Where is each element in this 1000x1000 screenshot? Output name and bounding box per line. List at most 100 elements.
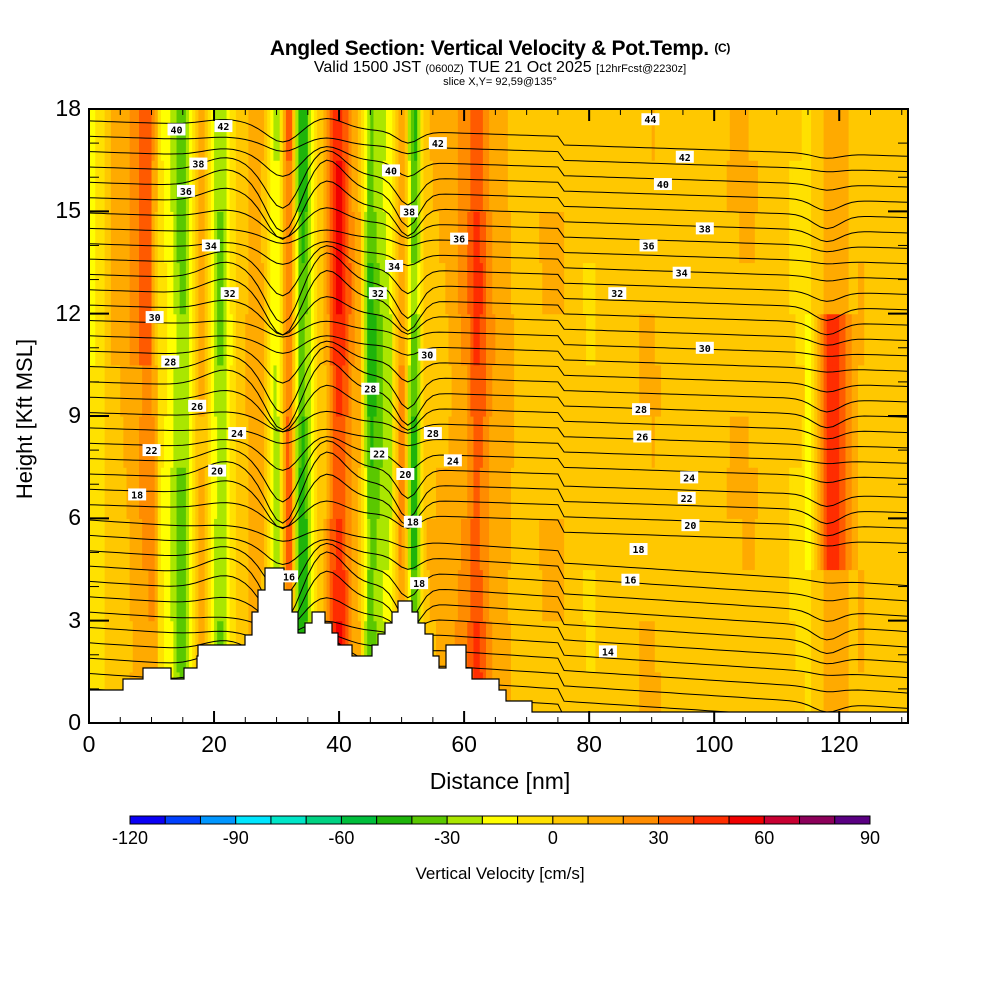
field-cell [514, 160, 518, 212]
field-cell [567, 569, 571, 622]
field-cell [282, 262, 287, 315]
field-cell [901, 313, 906, 366]
field-cell [661, 518, 665, 571]
field-cell [686, 518, 690, 571]
field-cell [370, 569, 375, 622]
field-cell [292, 518, 296, 571]
field-cell [776, 262, 781, 315]
field-cell [282, 467, 287, 519]
contour-label-text: 24 [683, 473, 695, 484]
field-cell [314, 109, 318, 161]
field-cell [367, 518, 371, 571]
field-cell [751, 518, 756, 571]
field-cell [823, 569, 828, 622]
field-cell [773, 364, 778, 417]
field-cell [335, 518, 340, 571]
field-cell [323, 262, 328, 315]
field-cell [389, 518, 393, 571]
field-cell [701, 262, 706, 315]
field-cell [345, 313, 350, 366]
field-cell [101, 569, 106, 622]
field-cell [539, 313, 543, 366]
field-cell [329, 109, 334, 161]
field-cell [395, 364, 400, 417]
field-cell [235, 569, 240, 622]
field-cell [467, 569, 471, 622]
field-cell [839, 313, 843, 366]
field-cell [520, 211, 525, 264]
field-cell [142, 569, 146, 622]
contour-line [89, 146, 908, 191]
field-cell [792, 160, 797, 212]
field-cell [301, 160, 306, 212]
field-cell [479, 416, 484, 468]
field-cell [448, 160, 453, 212]
field-cell [773, 671, 778, 723]
field-cell [373, 109, 378, 161]
field-cell [442, 416, 446, 468]
field-cell [854, 467, 859, 519]
field-cell [445, 262, 450, 315]
contour-label-bg [629, 543, 648, 556]
field-cell [595, 364, 600, 417]
y-tick-label: 3 [68, 606, 81, 633]
field-cell [511, 364, 515, 417]
field-cell [473, 262, 478, 315]
field-cell [648, 467, 653, 519]
field-cell [385, 313, 390, 366]
field-cell [657, 211, 662, 264]
field-cell [736, 569, 740, 622]
field-cell [701, 109, 706, 161]
field-cell [192, 313, 196, 366]
field-cell [717, 671, 722, 723]
field-cell [873, 569, 878, 622]
field-cell [504, 211, 509, 264]
field-cell [682, 364, 687, 417]
field-cell [579, 467, 584, 519]
field-cell [235, 313, 240, 366]
field-cell [320, 211, 325, 264]
field-cell [542, 364, 546, 417]
field-cell [657, 109, 662, 161]
field-cell [551, 518, 556, 571]
contour-label-bg [396, 467, 415, 480]
field-cell [523, 467, 528, 519]
field-cell [767, 364, 772, 417]
contour-line [89, 320, 908, 357]
field-cell [348, 416, 353, 468]
field-cell [642, 620, 647, 673]
field-cell [614, 211, 618, 264]
field-cell [592, 671, 597, 723]
field-cell [889, 364, 893, 417]
field-cell [239, 364, 243, 417]
field-cell [892, 416, 897, 468]
field-cell [761, 364, 765, 417]
field-cell [89, 416, 93, 468]
field-cell [401, 262, 406, 315]
field-cell [661, 364, 665, 417]
field-cell [145, 569, 149, 622]
field-cell [479, 364, 484, 417]
field-cell [536, 467, 540, 519]
colorbar-bin [199, 815, 237, 825]
field-cell [332, 262, 337, 315]
field-cell [110, 262, 115, 315]
field-cell [629, 467, 634, 519]
field-cell [442, 313, 446, 366]
field-cell [401, 518, 406, 571]
colorbar-bin [693, 815, 730, 825]
field-cell [257, 416, 262, 468]
field-cell [342, 569, 346, 622]
contour-label-bg [385, 259, 404, 272]
contour-label: 42 [214, 120, 233, 133]
field-cell [786, 160, 790, 212]
field-cell [373, 416, 378, 468]
field-cell [814, 671, 818, 723]
field-cell [257, 364, 262, 417]
field-cell [679, 211, 684, 264]
field-cell [307, 518, 312, 571]
field-cell [382, 313, 387, 366]
contour-label-bg [677, 491, 696, 504]
field-cell [379, 467, 384, 519]
field-cell [629, 569, 634, 622]
